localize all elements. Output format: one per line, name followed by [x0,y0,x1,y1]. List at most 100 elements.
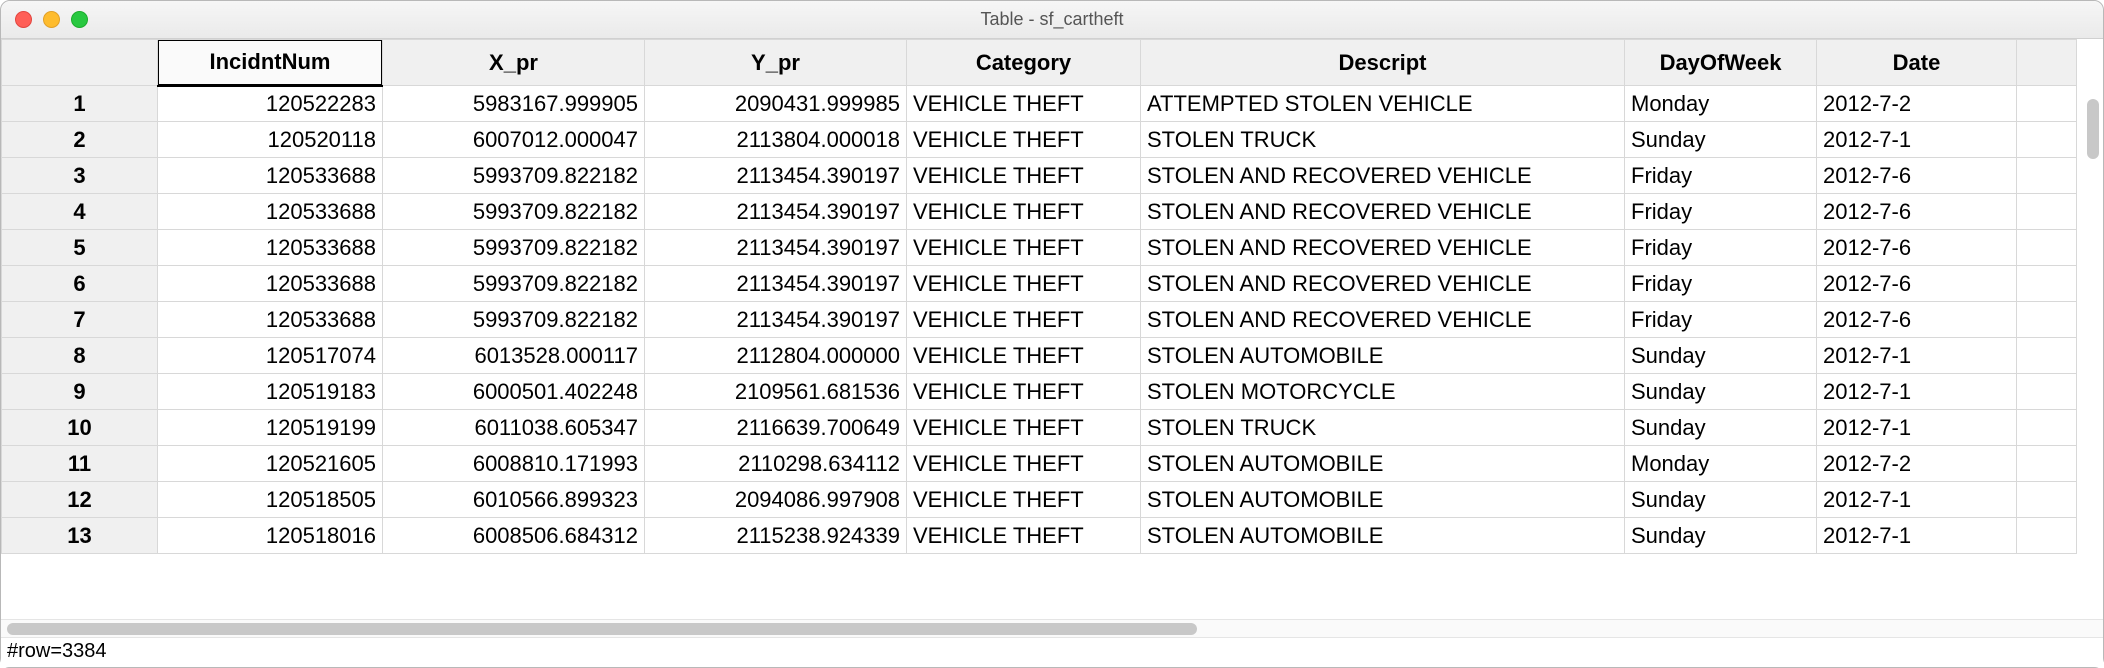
column-header-dayofweek[interactable]: DayOfWeek [1625,40,1817,86]
cell[interactable]: VEHICLE THEFT [907,482,1141,518]
row-header[interactable]: 4 [2,194,158,230]
cell[interactable]: Monday [1625,446,1817,482]
column-header-descript[interactable]: Descript [1141,40,1625,86]
cell[interactable]: 2113804.000018 [645,122,907,158]
cell[interactable]: 2113454.390197 [645,158,907,194]
cell[interactable]: VEHICLE THEFT [907,302,1141,338]
cell[interactable]: 2012-7-1 [1817,374,2017,410]
cell[interactable]: 6008810.171993 [383,446,645,482]
cell[interactable]: Friday [1625,194,1817,230]
cell[interactable]: 120533688 [158,230,383,266]
cell[interactable]: Monday [1625,86,1817,122]
cell[interactable]: STOLEN MOTORCYCLE [1141,374,1625,410]
cell[interactable]: VEHICLE THEFT [907,194,1141,230]
cell[interactable]: 2012-7-6 [1817,266,2017,302]
cell[interactable]: Sunday [1625,518,1817,554]
cell[interactable]: 120522283 [158,86,383,122]
cell[interactable]: Sunday [1625,122,1817,158]
cell[interactable]: STOLEN TRUCK [1141,122,1625,158]
row-header[interactable]: 7 [2,302,158,338]
column-header-category[interactable]: Category [907,40,1141,86]
cell[interactable]: 120519199 [158,410,383,446]
cell[interactable]: 120533688 [158,158,383,194]
corner-cell[interactable] [2,40,158,86]
cell[interactable]: 5993709.822182 [383,230,645,266]
cell[interactable]: 2012-7-6 [1817,230,2017,266]
row-header[interactable]: 8 [2,338,158,374]
cell[interactable]: VEHICLE THEFT [907,518,1141,554]
row-header[interactable]: 11 [2,446,158,482]
horizontal-scrollbar[interactable] [1,619,2103,637]
minimize-icon[interactable] [43,11,60,28]
column-header-x_pr[interactable]: X_pr [383,40,645,86]
cell[interactable]: 6013528.000117 [383,338,645,374]
cell[interactable]: 120533688 [158,266,383,302]
row-header[interactable]: 1 [2,86,158,122]
cell[interactable]: 2012-7-2 [1817,86,2017,122]
cell[interactable]: 2012-7-1 [1817,122,2017,158]
column-header-incidntnum[interactable]: IncidntNum [158,40,383,86]
cell[interactable]: VEHICLE THEFT [907,338,1141,374]
cell[interactable]: VEHICLE THEFT [907,230,1141,266]
cell[interactable]: ATTEMPTED STOLEN VEHICLE [1141,86,1625,122]
cell[interactable]: 120518016 [158,518,383,554]
cell[interactable]: 6007012.000047 [383,122,645,158]
cell[interactable]: 120520118 [158,122,383,158]
row-header[interactable]: 2 [2,122,158,158]
cell[interactable]: STOLEN AUTOMOBILE [1141,338,1625,374]
row-header[interactable]: 6 [2,266,158,302]
cell[interactable]: STOLEN AUTOMOBILE [1141,482,1625,518]
cell[interactable]: 2110298.634112 [645,446,907,482]
cell[interactable]: 2090431.999985 [645,86,907,122]
cell[interactable]: 2012-7-1 [1817,518,2017,554]
horizontal-scrollbar-thumb[interactable] [7,623,1197,635]
cell[interactable]: Friday [1625,266,1817,302]
cell[interactable]: 5993709.822182 [383,158,645,194]
row-header[interactable]: 9 [2,374,158,410]
cell[interactable]: VEHICLE THEFT [907,86,1141,122]
cell[interactable]: 120533688 [158,194,383,230]
cell[interactable]: 6010566.899323 [383,482,645,518]
cell[interactable]: 2113454.390197 [645,194,907,230]
cell[interactable]: 2115238.924339 [645,518,907,554]
cell[interactable]: 2113454.390197 [645,230,907,266]
cell[interactable]: STOLEN AUTOMOBILE [1141,446,1625,482]
cell[interactable]: Friday [1625,302,1817,338]
cell[interactable]: Sunday [1625,338,1817,374]
cell[interactable]: STOLEN AND RECOVERED VEHICLE [1141,230,1625,266]
cell[interactable]: 2116639.700649 [645,410,907,446]
cell[interactable]: VEHICLE THEFT [907,266,1141,302]
cell[interactable]: Sunday [1625,374,1817,410]
cell[interactable]: VEHICLE THEFT [907,158,1141,194]
cell[interactable]: 2012-7-6 [1817,302,2017,338]
row-header[interactable]: 5 [2,230,158,266]
cell[interactable]: 5993709.822182 [383,302,645,338]
cell[interactable]: 2113454.390197 [645,266,907,302]
cell[interactable]: 120519183 [158,374,383,410]
cell[interactable]: 120521605 [158,446,383,482]
cell[interactable]: 2012-7-1 [1817,338,2017,374]
cell[interactable]: STOLEN AND RECOVERED VEHICLE [1141,266,1625,302]
cell[interactable]: 2012-7-1 [1817,482,2017,518]
cell[interactable]: 5993709.822182 [383,194,645,230]
cell[interactable]: VEHICLE THEFT [907,122,1141,158]
vertical-scrollbar-thumb[interactable] [2087,99,2099,159]
cell[interactable]: STOLEN AND RECOVERED VEHICLE [1141,194,1625,230]
cell[interactable]: Friday [1625,158,1817,194]
cell[interactable]: VEHICLE THEFT [907,446,1141,482]
cell[interactable]: 6000501.402248 [383,374,645,410]
cell[interactable]: 2012-7-6 [1817,194,2017,230]
cell[interactable]: 2112804.000000 [645,338,907,374]
column-header-y_pr[interactable]: Y_pr [645,40,907,86]
cell[interactable]: 2109561.681536 [645,374,907,410]
row-header[interactable]: 13 [2,518,158,554]
row-header[interactable]: 12 [2,482,158,518]
cell[interactable]: 5983167.999905 [383,86,645,122]
cell[interactable]: Friday [1625,230,1817,266]
close-icon[interactable] [15,11,32,28]
cell[interactable]: 2012-7-1 [1817,410,2017,446]
cell[interactable]: 5993709.822182 [383,266,645,302]
cell[interactable]: 120517074 [158,338,383,374]
cell[interactable]: Sunday [1625,410,1817,446]
cell[interactable]: 2113454.390197 [645,302,907,338]
